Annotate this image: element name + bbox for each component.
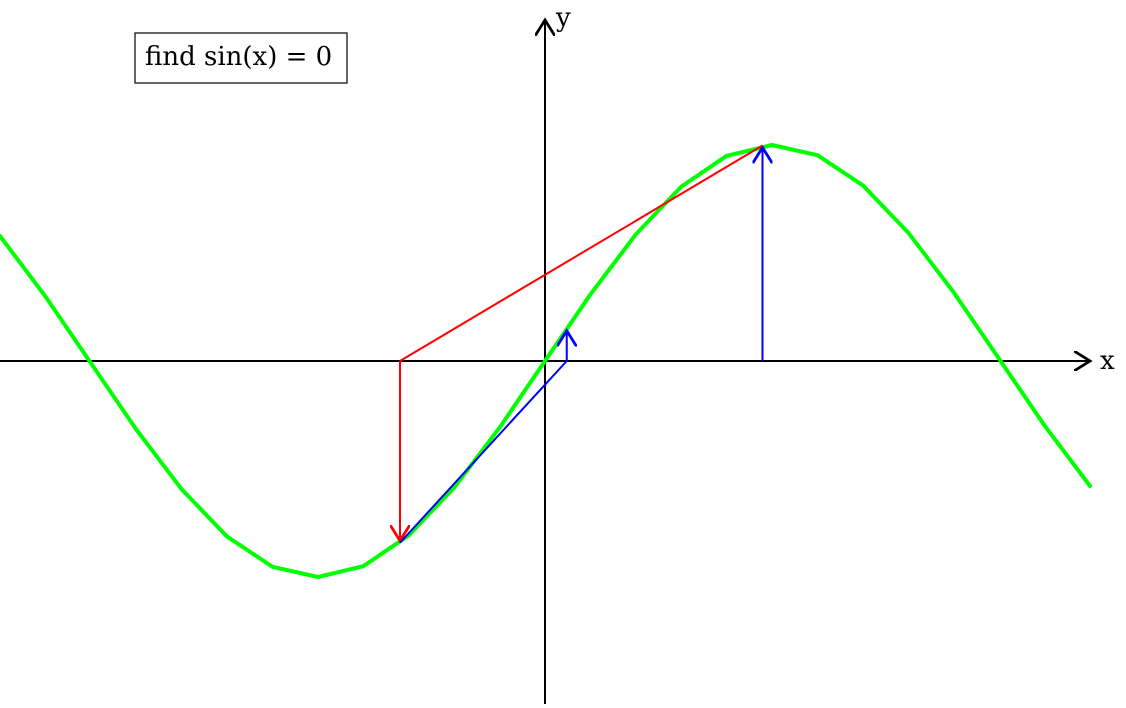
secant-line (399, 144, 764, 362)
title-text: find sin(x) = 0 (145, 42, 332, 72)
sine-curve (0, 143, 1092, 579)
sine-curve-group (0, 143, 1092, 579)
title-box-border (134, 32, 348, 84)
secant-construction (399, 144, 764, 544)
x-axis-label: x (1100, 346, 1115, 376)
y-axis-label: y (555, 3, 571, 33)
axes: x y (0, 3, 1115, 704)
secant-line-2 (399, 360, 568, 544)
title-box: find sin(x) = 0 (134, 32, 348, 84)
